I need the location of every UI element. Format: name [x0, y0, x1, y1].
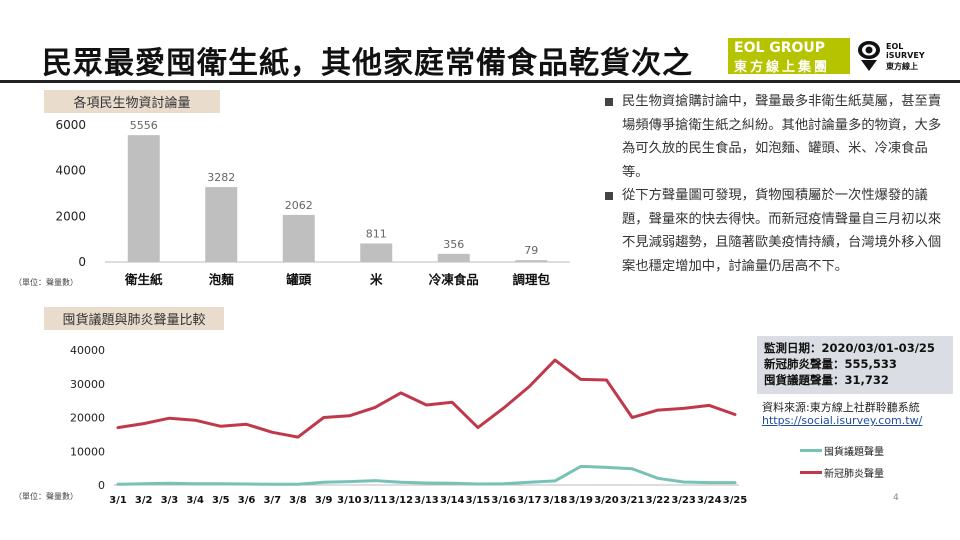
line-chart-label: 囤貨議題與肺炎聲量比較 — [44, 307, 224, 330]
bar — [127, 135, 160, 262]
legend-swatch-hoard — [800, 449, 822, 452]
eol-logo-line2: 東方線上集團 — [734, 60, 831, 75]
monitor-covid-volume: 新冠肺炎聲量：555,533 — [764, 357, 897, 371]
x-tick-label: 3/15 — [466, 495, 491, 506]
x-tick-label: 3/7 — [263, 495, 281, 506]
x-tick-label: 3/9 — [315, 495, 333, 506]
y-tick-label: 20000 — [70, 412, 105, 425]
bar-value-label: 5556 — [130, 119, 158, 132]
eye-icon — [858, 41, 880, 71]
category-label: 米 — [369, 272, 383, 287]
category-label: 冷凍食品 — [429, 272, 479, 287]
legend-label-covid: 新冠肺炎聲量 — [824, 469, 884, 480]
x-tick-label: 3/24 — [697, 495, 722, 506]
square-bullet-icon — [605, 98, 613, 106]
x-tick-label: 3/21 — [620, 495, 645, 506]
isurvey-logo-line3: 東方線上 — [886, 62, 918, 71]
bar-chart-label: 各項民生物資討論量 — [44, 90, 220, 113]
x-tick-label: 3/2 — [135, 495, 153, 506]
eol-group-logo: EOL GROUP 東方線上集團 — [728, 38, 850, 75]
bar-value-label: 79 — [524, 244, 538, 257]
isurvey-logo: EOL iSURVEY 東方線上 — [856, 38, 936, 74]
series-line — [116, 464, 737, 486]
category-label: 衛生紙 — [124, 272, 163, 287]
x-tick-label: 3/5 — [212, 495, 230, 506]
bar-value-label: 356 — [443, 238, 464, 251]
x-tick-label: 3/23 — [671, 495, 696, 506]
category-label: 泡麵 — [209, 272, 235, 287]
page-title: 民眾最愛囤衛生紙，其他家庭常備食品乾貨次之 — [42, 46, 693, 81]
bar — [437, 253, 470, 262]
x-tick-label: 3/22 — [646, 495, 671, 506]
x-tick-label: 3/16 — [491, 495, 516, 506]
page-number: 4 — [893, 493, 899, 503]
legend-swatch-covid — [800, 471, 822, 474]
insight-bullet: 民生物資搶購討論中，聲量最多非衛生紙莫屬，甚至賣場頻傳爭搶衛生紙之糾紛。其他討論… — [605, 90, 950, 184]
x-tick-label: 3/18 — [543, 495, 568, 506]
source-link[interactable]: https://social.isurvey.com.tw/ — [762, 414, 923, 427]
category-label: 調理包 — [512, 272, 550, 287]
monitor-date: 監測日期：2020/03/01-03/25 — [764, 341, 935, 355]
x-tick-label: 3/14 — [440, 495, 465, 506]
x-tick-label: 3/17 — [517, 495, 542, 506]
y-tick-label: 40000 — [70, 344, 105, 357]
bar — [515, 260, 548, 262]
line-chart: 0 10000 20000 30000 40000 3/1 3/2 3/3 3/4 3/5 3/6 3… — [70, 344, 748, 506]
x-tick-label: 3/20 — [594, 495, 619, 506]
x-tick-label: 3/4 — [186, 495, 204, 506]
bar — [282, 214, 315, 262]
x-tick-label: 3/10 — [337, 495, 362, 506]
monitor-hoard-volume: 囤貨議題聲量：31,732 — [764, 373, 889, 387]
monitor-summary-box: 監測日期：2020/03/01-03/25 新冠肺炎聲量：555,533 囤貨議… — [757, 336, 953, 394]
x-tick-label: 3/8 — [289, 495, 307, 506]
insight-text: 民生物資搶購討論中，聲量最多非衛生紙莫屬，甚至賣場頻傳爭搶衛生紙之糾紛。其他討論… — [622, 94, 942, 180]
bar-value-label: 3282 — [207, 171, 235, 184]
bar-value-label: 2062 — [285, 199, 313, 212]
x-tick-label: 3/13 — [414, 495, 439, 506]
isurvey-logo-line2: iSURVEY — [886, 51, 925, 60]
x-tick-label: 3/11 — [363, 495, 388, 506]
isurvey-logo-line1: EOL — [886, 42, 904, 51]
x-tick-label: 3/1 — [109, 495, 127, 506]
y-tick-label: 30000 — [70, 378, 105, 391]
line-chart-unit: （單位：聲量數） — [14, 492, 78, 501]
eol-logo-line1: EOL GROUP — [734, 40, 826, 56]
bar-chart: 0 2000 4000 6000 5556 衛生紙 3282 泡麵 2062 罐頭 811 米 356 冷… — [55, 118, 570, 287]
insight-bullet: 從下方聲量圖可發現，貨物囤積屬於一次性爆發的議題，聲量來的快去得快。而新冠疫情聲… — [605, 184, 950, 278]
bar-chart-unit: （單位：聲量數） — [14, 278, 78, 287]
insight-text: 從下方聲量圖可發現，貨物囤積屬於一次性爆發的議題，聲量來的快去得快。而新冠疫情聲… — [622, 188, 942, 274]
y-tick-label: 2000 — [55, 209, 86, 223]
x-tick-label: 3/19 — [568, 495, 593, 506]
series-line — [116, 358, 737, 439]
legend-label-hoard: 囤貨議題聲量 — [824, 447, 884, 458]
bar — [205, 187, 238, 262]
bar-value-label: 811 — [366, 227, 387, 240]
y-tick-label: 0 — [98, 479, 105, 492]
insight-bullets: 民生物資搶購討論中，聲量最多非衛生紙莫屬，甚至賣場頻傳爭搶衛生紙之糾紛。其他討論… — [605, 90, 950, 278]
y-tick-label: 6000 — [55, 118, 86, 132]
x-tick-label: 3/12 — [389, 495, 414, 506]
square-bullet-icon — [605, 192, 613, 200]
bar — [360, 243, 393, 262]
x-tick-label: 3/3 — [161, 495, 179, 506]
y-tick-label: 10000 — [70, 445, 105, 458]
data-source: 資料來源:東方線上社群聆聽系統 — [762, 401, 920, 414]
y-tick-label: 4000 — [55, 164, 86, 178]
category-label: 罐頭 — [285, 272, 312, 287]
title-divider — [0, 80, 960, 83]
x-tick-label: 3/25 — [723, 495, 748, 506]
y-tick-label: 0 — [78, 255, 86, 269]
x-tick-label: 3/6 — [238, 495, 256, 506]
